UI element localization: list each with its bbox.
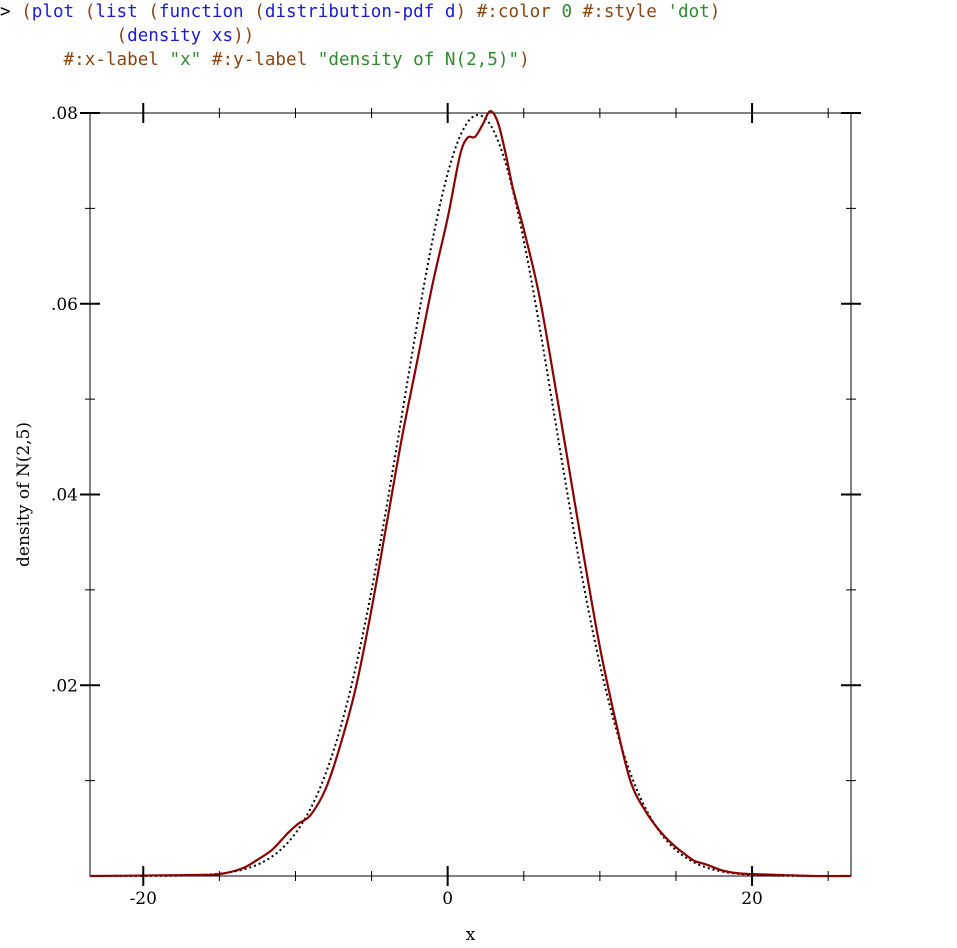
- code-token: ): [455, 2, 467, 22]
- code-token: "x": [169, 50, 202, 70]
- y-tick-label: .04: [51, 486, 78, 506]
- plot-ticks: [80, 103, 861, 886]
- code-token: (: [21, 2, 32, 22]
- code-token: #:color: [466, 2, 562, 22]
- code-token: distribution-pdf: [264, 2, 435, 22]
- x-tick-label: -20: [130, 889, 157, 909]
- code-line: (density xs)): [0, 24, 720, 48]
- plot-frame: [89, 112, 852, 877]
- code-token: (: [148, 2, 159, 22]
- y-tick-label: .06: [51, 295, 78, 315]
- code-line: > (plot (list (function (distribution-pd…: [0, 0, 720, 24]
- plot-border: [89, 112, 852, 877]
- pdf-dotted-line: [90, 114, 852, 877]
- x-axis-label: x: [466, 925, 476, 945]
- y-tick-label: .08: [51, 104, 78, 124]
- code-token: (: [116, 26, 128, 46]
- code-token: 0: [561, 2, 573, 22]
- code-token: (: [84, 2, 96, 22]
- code-token: (: [254, 2, 265, 22]
- code-token: density: [127, 26, 202, 46]
- code-token: )): [233, 26, 255, 46]
- code-token: list: [95, 2, 138, 22]
- code-token: "density of N(2,5)": [317, 50, 520, 70]
- plot-series: [89, 109, 852, 878]
- code-token: function: [158, 2, 244, 22]
- density-line: [89, 109, 852, 878]
- x-tick-label: 20: [741, 889, 763, 909]
- code-listing: > (plot (list (function (distribution-pd…: [0, 0, 720, 72]
- x-tick-label: 0: [442, 889, 453, 909]
- code-token: #:style: [572, 2, 668, 22]
- code-token: 'dot: [667, 2, 710, 22]
- code-token: ): [709, 2, 721, 22]
- code-token: xs: [201, 26, 234, 46]
- plot-labels: x density of N(2,5) -20 0 20 .02 .04 .06 .08: [14, 104, 763, 945]
- code-token: plot: [31, 2, 75, 22]
- code-token: #:x-label: [0, 50, 170, 70]
- code-token: #:y-label: [201, 50, 318, 70]
- code-token: d: [434, 2, 456, 22]
- code-token: >: [0, 2, 22, 22]
- y-tick-label: .02: [51, 676, 78, 696]
- code-token: ): [519, 50, 530, 70]
- code-line: #:x-label "x" #:y-label "density of N(2,…: [0, 48, 720, 72]
- y-axis-label: density of N(2,5): [14, 422, 34, 567]
